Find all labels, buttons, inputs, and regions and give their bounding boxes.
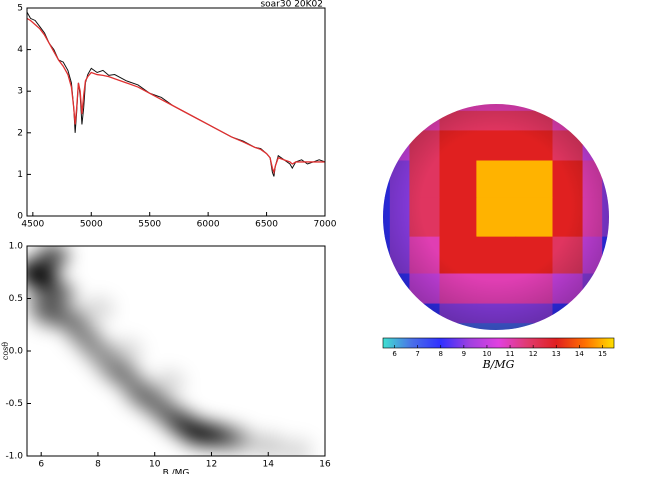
plot-area xyxy=(27,246,313,456)
sphere-cell xyxy=(602,273,609,305)
colorbar-tick-label: 12 xyxy=(529,350,538,358)
sphere-cell xyxy=(552,323,584,330)
y-tick-label: -1.0 xyxy=(5,452,23,462)
sphere-cell xyxy=(383,104,391,112)
sphere-cell xyxy=(383,273,391,305)
annotation: soar30 20K02 xyxy=(260,0,323,10)
y-tick-label: 3 xyxy=(17,87,23,97)
y-tick-label: 1 xyxy=(17,170,23,180)
x-tick-label: 6 xyxy=(38,460,44,470)
spectrum-line xyxy=(27,11,325,177)
sphere-cell xyxy=(383,110,391,131)
colorbar xyxy=(382,337,615,349)
x-tick-label: 7000 xyxy=(314,220,337,230)
x-tick-label: 5000 xyxy=(80,220,103,230)
sphere-cell xyxy=(389,110,410,131)
sphere-cell xyxy=(389,323,410,330)
y-tick-label: 5 xyxy=(17,4,23,14)
y-tick-label: 2 xyxy=(17,128,23,138)
colorbar-tick-label: 13 xyxy=(552,350,561,358)
density-blob xyxy=(152,370,185,395)
x-tick-label: 5500 xyxy=(138,220,161,230)
sphere-cell xyxy=(582,104,603,112)
sphere-cell xyxy=(582,303,603,324)
colorbar-label: B/MG xyxy=(482,358,515,371)
sphere-cell xyxy=(602,323,609,330)
density-blobs xyxy=(27,246,313,456)
density-blob xyxy=(110,339,143,363)
x-tick-label: 6000 xyxy=(197,220,220,230)
x-axis-label: B /MG xyxy=(163,469,190,475)
sphere-shade xyxy=(383,104,609,330)
density-blob xyxy=(280,438,313,456)
sphere-cell xyxy=(409,323,440,330)
plot-area xyxy=(27,11,325,177)
x-tick-label: 12 xyxy=(206,460,217,470)
y-tick-label: 0.0 xyxy=(9,347,24,357)
sphere-cell xyxy=(582,323,603,330)
sphere-cell xyxy=(602,303,609,324)
sphere-cell xyxy=(602,104,609,112)
x-tick-label: 4500 xyxy=(21,220,44,230)
sphere-cell xyxy=(389,104,410,112)
colorbar-tick-label: 7 xyxy=(415,350,419,358)
colorbar-tick-label: 15 xyxy=(598,350,607,358)
density-blob xyxy=(223,428,256,453)
x-tick-label: 16 xyxy=(319,460,331,470)
x-tick-label: 14 xyxy=(263,460,275,470)
y-tick-label: -0.5 xyxy=(5,399,23,409)
axes-frame xyxy=(26,245,326,457)
density-blob xyxy=(252,433,285,456)
density-blob xyxy=(36,246,69,269)
sphere-cell xyxy=(383,303,391,324)
x-tick-label: 8 xyxy=(95,460,101,470)
y-axis-label: cosθ xyxy=(1,342,10,360)
spectrum-line xyxy=(27,17,325,175)
sphere-cell xyxy=(552,104,584,112)
colorbar-tick-label: 14 xyxy=(575,350,584,358)
y-tick-label: 0.5 xyxy=(9,294,23,304)
axes-frame xyxy=(26,7,326,217)
density-blob xyxy=(81,297,114,321)
colorbar-tick-label: 9 xyxy=(462,350,466,358)
colorbar-tick-label: 10 xyxy=(482,350,491,358)
x-tick-label: 10 xyxy=(149,460,161,470)
sphere-cell xyxy=(389,303,410,324)
sphere-cell xyxy=(602,110,609,131)
sphere-cell xyxy=(383,323,391,330)
sphere-cell xyxy=(383,130,391,161)
x-tick-label: 6500 xyxy=(255,220,278,230)
y-tick-label: 1.0 xyxy=(9,242,24,252)
colorbar-tick-label: 6 xyxy=(392,350,397,358)
sphere-cell xyxy=(582,110,603,131)
sphere-cell xyxy=(602,130,609,161)
colorbar-tick-label: 11 xyxy=(506,350,515,358)
density-blob xyxy=(27,291,58,316)
y-tick-label: 4 xyxy=(17,45,23,55)
colorbar-tick-label: 8 xyxy=(439,350,443,358)
sphere-cell xyxy=(409,104,440,112)
y-tick-label: 0 xyxy=(17,212,23,222)
